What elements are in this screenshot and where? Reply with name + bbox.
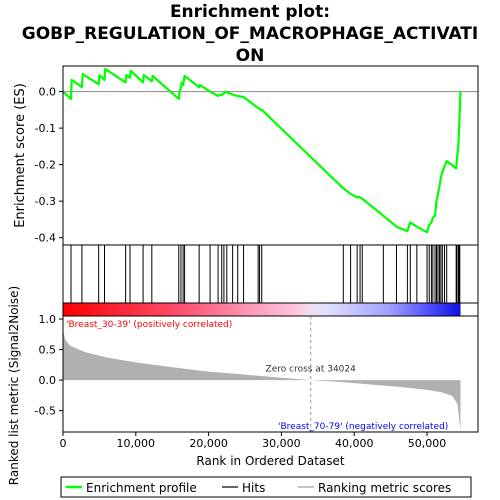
metric-y-tick-label: 0.5 (39, 344, 57, 357)
positive-correlated-label: 'Breast_30-39' (positively correlated) (66, 320, 232, 330)
chart-title-line-1: Enrichment plot: (169, 2, 331, 22)
top-panel-frame (62, 65, 479, 304)
ranking-metric-area (63, 330, 461, 431)
x-tick-label: 30,000 (262, 437, 301, 450)
es-y-tick-label: -0.4 (35, 232, 56, 245)
x-tick-label: 10,000 (117, 437, 156, 450)
metric-y-tick-label: 1.0 (39, 313, 57, 326)
es-y-tick-label: 0.0 (39, 86, 57, 99)
negative-correlated-label: 'Breast_70-79' (negatively correlated) (278, 422, 448, 432)
legend-label: Hits (242, 481, 265, 495)
heatmap-rect (63, 303, 461, 316)
enrichment-profile-line (62, 67, 462, 234)
es-y-tick-label: -0.2 (35, 159, 56, 172)
x-tick-label: 50,000 (408, 437, 447, 450)
legend-box (60, 476, 472, 498)
chart-title-line-3: ON (235, 46, 265, 66)
metric-y-tick-label: 0.0 (39, 374, 57, 387)
metric-y-tick-label: -0.5 (35, 405, 56, 418)
x-tick-label: 20,000 (189, 437, 228, 450)
es-y-axis-label: Enrichment score (ES) (13, 83, 28, 228)
x-axis-label: Rank in Ordered Dataset (196, 454, 344, 468)
legend-label: Ranking metric scores (318, 481, 451, 495)
es-panel (62, 67, 478, 234)
metric-y-axis-label: Ranked list metric (Signal2Noise) (7, 286, 21, 485)
chart-title-line-2: GOBP_REGULATION_OF_MACROPHAGE_ACTIVATI (21, 24, 479, 44)
hits-panel (70, 245, 461, 303)
x-tick-label: 0 (60, 437, 67, 450)
es-y-tick-label: -0.1 (35, 122, 56, 135)
metric-panel-frame (62, 315, 479, 433)
zero-cross-label: Zero cross at 34024 (266, 365, 357, 375)
metric-panel: Zero cross at 34024 'Breast_30-39' (posit… (63, 316, 461, 432)
legend-label: Enrichment profile (86, 481, 197, 495)
es-y-tick-label: -0.3 (35, 195, 56, 208)
rank-heatmap-bar (63, 303, 461, 316)
axes: 0.0 -0.1 -0.2 -0.3 -0.4 1.0 0.5 0.0 -0.5 0 10,000 2… (7, 65, 479, 485)
legend: Enrichment profile Hits Ranking metric sco… (60, 476, 472, 498)
x-tick-label: 40,000 (335, 437, 374, 450)
